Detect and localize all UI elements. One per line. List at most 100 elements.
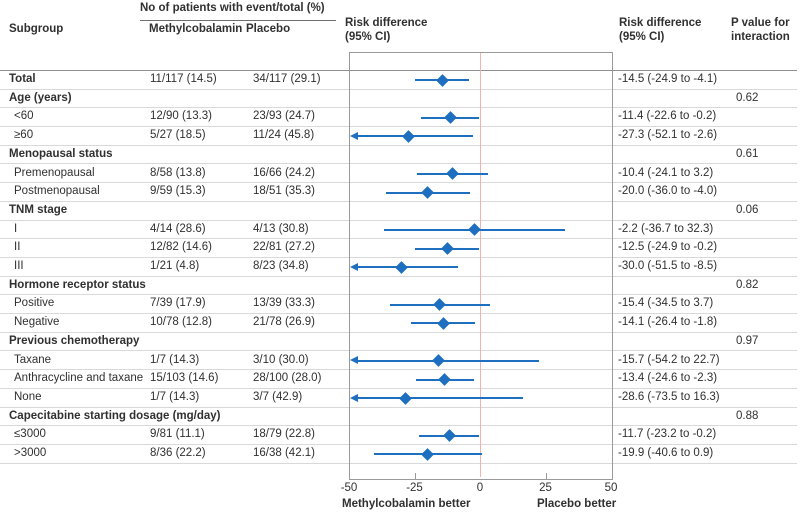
methylcobalamin-value: 11/117 (14.5) [150, 73, 217, 85]
risk-difference-value: -30.0 (-51.5 to -8.5) [618, 260, 718, 272]
axis-tick-label: 0 [476, 482, 484, 494]
placebo-value: 3/7 (42.9) [253, 390, 303, 403]
risk-difference-value: -11.7 (-23.2 to -0.2) [618, 428, 717, 441]
placebo-value: 23/93 (24.7) [253, 110, 316, 123]
placebo-value: 11/24 (45.8) [253, 129, 315, 142]
ci-line [356, 359, 540, 362]
methylcobalamin-value: 12/90 (13.3) [150, 110, 213, 123]
methylcobalamin-value: 1/21 (4.8) [150, 260, 200, 272]
table-row: ≤3000 9/81 (11.1) 18/79 (22.8) -11.7 (-23.2… [0, 426, 797, 445]
p-value-column-header: P value for interaction [731, 17, 790, 44]
left-better-label: Methylcobalamin better [342, 498, 471, 510]
methylcobalamin-value: 1/7 (14.3) [150, 353, 200, 366]
placebo-value: 13/39 (33.3) [253, 297, 316, 310]
subgroup-label: Positive [14, 297, 55, 310]
table-row: <60 12/90 (13.3) 23/93 (24.7) -11.4 (-22.6 … [0, 108, 797, 128]
subgroup-label: Hormone receptor status [9, 278, 146, 291]
axis-tick-label: 25 [539, 482, 552, 494]
risk-difference-value: -27.3 (-52.1 to -2.6) [618, 129, 718, 142]
risk-difference-value: -12.5 (-24.9 to -0.2) [618, 241, 718, 254]
placebo-value: 18/51 (35.3) [253, 185, 316, 198]
table-row: Positive 7/39 (17.9) 13/39 (33.3) -15.4 (-3… [0, 295, 797, 315]
risk-difference-value: -15.4 (-34.5 to 3.7) [618, 297, 714, 310]
methylcobalamin-column-header: Methylcobalamin [149, 23, 243, 35]
subgroup-label: Menopausal status [9, 147, 113, 160]
subgroup-label: ≤3000 [14, 428, 46, 441]
right-better-label: Placebo better [537, 498, 617, 510]
subgroup-label: Age (years) [9, 91, 72, 104]
p-value: 0.88 [736, 409, 759, 422]
subgroup-label: Premenopausal [14, 166, 95, 179]
risk-difference-header-line1: Risk difference [619, 17, 702, 29]
risk-difference-value: -28.6 (-73.5 to 16.3) [618, 390, 720, 403]
table-row: Postmenopausal 9/59 (15.3) 18/51 (35.3) -20… [0, 183, 797, 202]
placebo-value: 28/100 (28.0) [253, 372, 322, 385]
placebo-value: 18/79 (22.8) [253, 428, 316, 441]
subgroup-label: Previous chemotherapy [9, 334, 140, 347]
risk-difference-value: -13.4 (-24.6 to -2.3) [618, 372, 718, 385]
plot-column-header: Risk difference (95% CI) [345, 17, 427, 44]
subgroup-label: Anthracycline and taxane [14, 372, 144, 385]
methylcobalamin-value: 1/7 (14.3) [150, 390, 200, 403]
axis-tick-mark [545, 473, 547, 479]
p-value: 0.62 [736, 91, 759, 104]
p-value: 0.61 [736, 147, 759, 160]
risk-difference-value: -14.1 (-26.4 to -1.8) [618, 316, 718, 329]
p-value: 0.06 [736, 203, 759, 216]
subgroup-label: ≥60 [14, 129, 34, 142]
risk-difference-value: -10.4 (-24.1 to 3.2) [618, 166, 714, 179]
subgroup-label: TNM stage [9, 203, 68, 216]
subgroup-column-header: Subgroup [9, 23, 64, 35]
plot-column-header-line2: (95% CI) [345, 30, 391, 43]
placebo-column-header: Placebo [246, 23, 291, 35]
subgroup-label: Total [9, 73, 36, 85]
table-row: Hormone receptor status 0.82 [0, 277, 797, 296]
zero-reference-line [479, 53, 481, 477]
subgroup-label: Negative [14, 316, 60, 329]
ci-line [356, 397, 523, 400]
ci-arrow-left [350, 356, 358, 365]
subgroup-label: Capecitabine starting dosage (mg/day) [9, 409, 221, 422]
methylcobalamin-value: 8/58 (13.8) [150, 166, 206, 179]
risk-difference-header-line2: (95% CI) [619, 30, 665, 43]
table-row: II 12/82 (14.6) 22/81 (27.2) -12.5 (-24.9 t… [0, 239, 797, 258]
table-row: Negative 10/78 (12.8) 21/78 (26.9) -14.1 (-… [0, 314, 797, 333]
placebo-value: 8/23 (34.8) [253, 260, 309, 272]
subgroup-label: II [14, 241, 21, 254]
table-row: Age (years) 0.62 [0, 90, 797, 109]
axis-tick-label: 50 [604, 482, 618, 494]
ci-arrow-left [350, 262, 358, 271]
risk-difference-value: -15.7 (-54.2 to 22.7) [618, 353, 720, 366]
placebo-value: 16/66 (24.2) [253, 166, 316, 179]
table-row: None 1/7 (14.3) 3/7 (42.9) -28.6 (-73.5 to … [0, 389, 797, 408]
placebo-value: 4/13 (30.8) [253, 222, 309, 235]
table-row: I 4/14 (28.6) 4/13 (30.8) -2.2 (-36.7 to 32… [0, 221, 797, 240]
table-row: III 1/21 (4.8) 8/23 (34.8) -30.0 (-51.5 to … [0, 258, 797, 277]
axis-tick-mark [414, 473, 416, 479]
methylcobalamin-value: 10/78 (12.8) [150, 316, 213, 329]
table-row: Total 11/117 (14.5) 34/117 (29.1) -14.5 (-2… [0, 71, 797, 90]
axis-tick-label: -50 [340, 482, 358, 494]
ci-arrow-left [350, 131, 358, 140]
table-row: Menopausal status 0.61 [0, 146, 797, 165]
risk-difference-value: -11.4 (-22.6 to -0.2) [618, 110, 717, 123]
placebo-value: 34/117 (29.1) [253, 73, 321, 85]
subgroup-label: Taxane [14, 353, 52, 366]
subgroup-label: III [14, 260, 24, 272]
methylcobalamin-value: 8/36 (22.2) [150, 447, 206, 459]
header-rule [0, 70, 797, 71]
methylcobalamin-value: 7/39 (17.9) [150, 297, 206, 310]
subgroup-label: <60 [14, 110, 34, 123]
table-row: TNM stage 0.06 [0, 202, 797, 221]
methylcobalamin-value: 4/14 (28.6) [150, 222, 206, 235]
p-value-header-line1: P value for [731, 17, 790, 29]
risk-difference-column-header: Risk difference (95% CI) [619, 17, 701, 44]
placebo-value: 3/10 (30.0) [253, 353, 309, 366]
subgroup-label: Postmenopausal [14, 185, 100, 198]
table-row: >3000 8/36 (22.2) 16/38 (42.1) -19.9 (-40.6… [0, 445, 797, 464]
methylcobalamin-value: 9/59 (15.3) [150, 185, 206, 198]
methylcobalamin-value: 5/27 (18.5) [150, 129, 206, 142]
table-row: Taxane 1/7 (14.3) 3/10 (30.0) -15.7 (-54.2 … [0, 352, 797, 371]
table-row: ≥60 5/27 (18.5) 11/24 (45.8) -27.3 (-52.1 t… [0, 127, 797, 146]
